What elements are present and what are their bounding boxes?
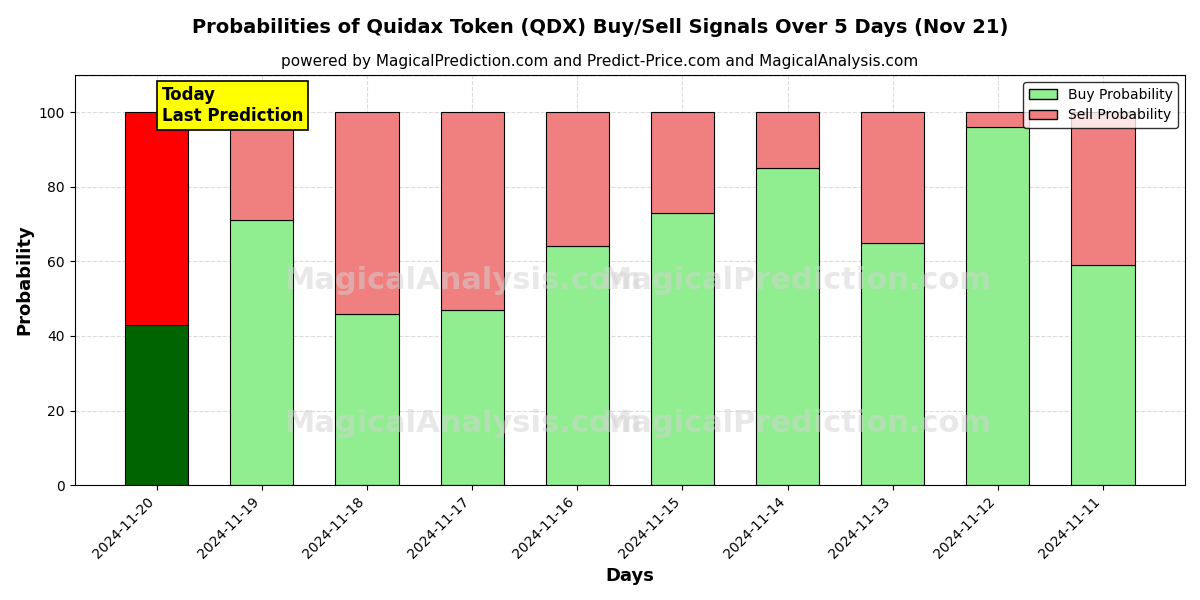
Text: MagicalPrediction.com: MagicalPrediction.com	[601, 409, 991, 438]
Bar	[125, 325, 188, 485]
Bar	[862, 243, 924, 485]
Bar	[756, 112, 820, 168]
Bar	[862, 112, 924, 243]
Bar	[1072, 265, 1134, 485]
X-axis label: Days: Days	[605, 567, 654, 585]
Text: MagicalAnalysis.com: MagicalAnalysis.com	[284, 266, 642, 295]
Y-axis label: Probability: Probability	[16, 224, 34, 335]
Bar	[125, 112, 188, 325]
Bar	[756, 168, 820, 485]
Bar	[440, 310, 504, 485]
Bar	[546, 247, 608, 485]
Bar	[650, 112, 714, 213]
Text: Probabilities of Quidax Token (QDX) Buy/Sell Signals Over 5 Days (Nov 21): Probabilities of Quidax Token (QDX) Buy/…	[192, 18, 1008, 37]
Text: Today
Last Prediction: Today Last Prediction	[162, 86, 304, 125]
Bar	[966, 112, 1030, 127]
Bar	[546, 112, 608, 247]
Bar	[1072, 112, 1134, 265]
Bar	[336, 112, 398, 314]
Bar	[230, 112, 293, 220]
Text: powered by MagicalPrediction.com and Predict-Price.com and MagicalAnalysis.com: powered by MagicalPrediction.com and Pre…	[281, 54, 919, 69]
Legend: Buy Probability, Sell Probability: Buy Probability, Sell Probability	[1024, 82, 1178, 128]
Bar	[440, 112, 504, 310]
Text: MagicalAnalysis.com: MagicalAnalysis.com	[284, 409, 642, 438]
Bar	[336, 314, 398, 485]
Text: MagicalPrediction.com: MagicalPrediction.com	[601, 266, 991, 295]
Bar	[230, 220, 293, 485]
Bar	[966, 127, 1030, 485]
Bar	[650, 213, 714, 485]
